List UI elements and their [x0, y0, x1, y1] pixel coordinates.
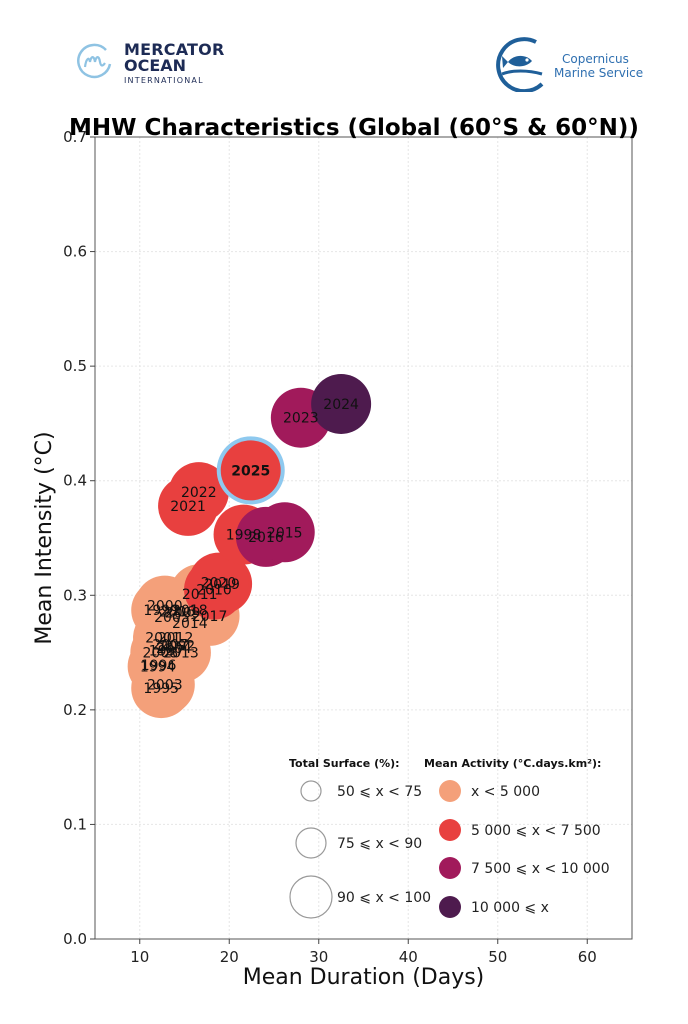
point-label-2014: 2014 [172, 616, 208, 632]
bubble-2025 [220, 440, 281, 501]
point-label-2024: 2024 [323, 397, 359, 413]
legend-activity-marker [439, 780, 461, 802]
x-tick-label: 40 [399, 948, 418, 966]
legend-surface-marker [300, 780, 322, 802]
point-label-1997: 1997 [149, 643, 185, 659]
logo-line-3: INTERNATIONAL [124, 76, 204, 85]
x-tick-label: 10 [130, 948, 149, 966]
legend-activity-label: 10 000 ⩽ x [471, 900, 549, 916]
legend-surface-label: 50 ⩽ x < 75 [337, 784, 422, 800]
legend-surface-label: 90 ⩽ x < 100 [337, 890, 431, 906]
legend-activity-label: x < 5 000 [471, 784, 540, 800]
legend-surface-title: Total Surface (%): [289, 757, 400, 770]
fish-icon [496, 37, 544, 92]
point-label-2006: 2006 [160, 604, 196, 620]
logo-line-1: Copernicus [562, 52, 629, 66]
point-label-2008: 2008 [143, 646, 179, 662]
y-tick-label: 0.2 [63, 701, 87, 719]
point-label-1995: 1995 [143, 681, 179, 697]
bubble-2022 [168, 462, 229, 523]
point-label-2011: 2011 [182, 587, 218, 603]
legend-surface-marker [289, 875, 333, 919]
legend: Total Surface (%): Mean Activity (°C.days… [289, 757, 610, 919]
point-label-2016: 2016 [248, 530, 284, 546]
x-tick-label: 60 [578, 948, 597, 966]
bubble-2024 [311, 373, 372, 434]
point-label-2013: 2013 [163, 646, 199, 662]
mercator-ocean-logo: MERCATOR OCEAN INTERNATIONAL [76, 40, 226, 88]
bubbles [127, 373, 372, 719]
logo-line-2: OCEAN [124, 56, 187, 75]
point-label-2021: 2021 [170, 499, 206, 515]
x-tick-label: 30 [309, 948, 328, 966]
plot-frame [94, 136, 633, 940]
point-label-2022: 2022 [181, 485, 217, 501]
point-label-2019: 2019 [204, 577, 240, 593]
copernicus-marine-logo: Copernicus Marine Service [492, 36, 652, 92]
y-tick-label: 0.0 [63, 930, 87, 948]
y-tick-label: 0.4 [63, 472, 87, 490]
axis-ticks: 10 20 30 40 50 60 0.0 0.1 0.2 0.3 0.4 0.5 0.6 0.7 [63, 128, 597, 966]
y-tick-label: 0.1 [63, 815, 87, 833]
point-label-2020: 2020 [201, 576, 237, 592]
point-label-1998: 1998 [226, 528, 262, 544]
legend-activity-title: Mean Activity (°C.days.km²): [424, 757, 601, 770]
point-label-1994: 1994 [140, 659, 176, 675]
legend-activity-label: 5 000 ⩽ x < 7 500 [471, 823, 601, 839]
legend-surface-marker [295, 827, 327, 859]
point-label-2002: 2002 [160, 639, 196, 655]
point-label-2025: 2025 [231, 463, 270, 479]
point-label-2000: 2000 [147, 599, 183, 615]
point-label-2015: 2015 [267, 525, 303, 541]
y-tick-label: 0.5 [63, 357, 87, 375]
point-label-1996: 1996 [141, 658, 177, 674]
legend-activity-label: 7 500 ⩽ x < 10 000 [471, 861, 610, 877]
y-axis-label: Mean Intensity (°C) [32, 431, 57, 644]
point-label-2017: 2017 [192, 609, 228, 625]
bubble-2015 [254, 502, 315, 563]
point-label-2010: 2010 [196, 583, 232, 599]
legend-activity-marker [439, 819, 461, 841]
point-label-2009: 2009 [165, 605, 201, 621]
point-label-1999: 1999 [143, 603, 179, 619]
y-tick-label: 0.6 [63, 243, 87, 261]
y-tick-label: 0.7 [63, 128, 87, 146]
grid [95, 136, 632, 940]
point-label-2001: 2001 [145, 631, 181, 647]
point-label-2005: 2005 [154, 610, 190, 626]
y-tick-label: 0.3 [63, 586, 87, 604]
x-tick-label: 50 [488, 948, 507, 966]
x-axis-label: Mean Duration (Days) [243, 965, 485, 990]
logo-line-1: MERCATOR [124, 40, 225, 59]
legend-surface-label: 75 ⩽ x < 90 [337, 836, 422, 852]
logo-line-2: Marine Service [554, 66, 644, 80]
point-label-2004: 2004 [156, 641, 192, 657]
point-label-2012: 2012 [158, 631, 194, 647]
mercator-m-icon [77, 43, 112, 79]
legend-activity-marker [439, 896, 461, 918]
point-label-2003: 2003 [147, 678, 183, 694]
point-label-2018: 2018 [172, 603, 208, 619]
legend-activity-marker [439, 857, 461, 879]
chart-title: MHW Characteristics (Global (60°S & 60°N… [69, 115, 639, 141]
x-tick-label: 20 [220, 948, 239, 966]
point-label-2023: 2023 [283, 411, 319, 427]
bubble-2020 [188, 552, 249, 613]
point-label-2007: 2007 [152, 638, 188, 654]
